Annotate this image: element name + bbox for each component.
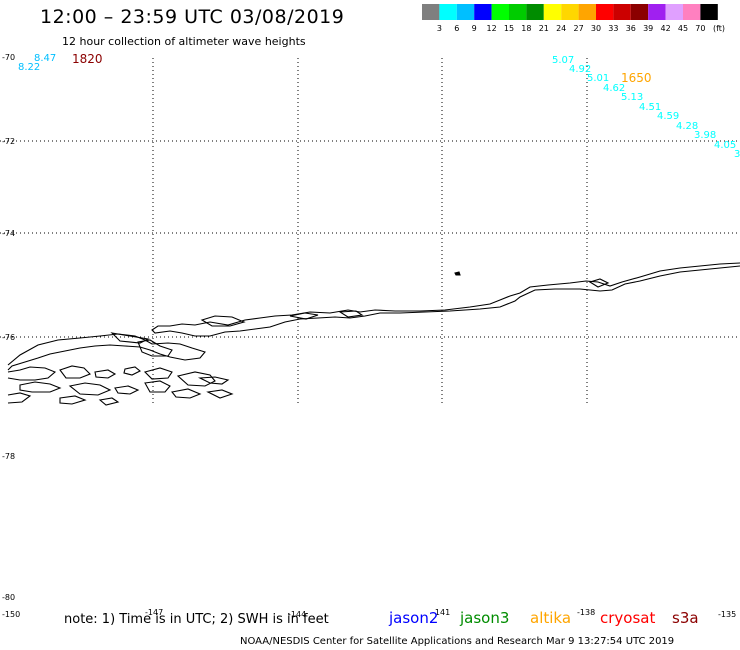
wave-height-label: 8.22: [18, 62, 40, 73]
footer-note: note: 1) Time is in UTC; 2) SWH is in fe…: [64, 612, 329, 627]
wave-height-label: 4.92: [569, 64, 591, 75]
latitude-labels: -70 -72 -74 -76 -78 -80: [2, 53, 15, 602]
color-legend: [422, 4, 718, 20]
legend-tick-label: 3: [437, 24, 442, 33]
time-label: 1820: [72, 52, 103, 66]
lat-label: -78: [2, 452, 15, 461]
credit-line: NOAA/NESDIS Center for Satellite Applica…: [240, 636, 675, 647]
lon-label: -135: [718, 610, 736, 619]
coastline: [7, 262, 740, 406]
legend-swatch: [439, 4, 457, 20]
legend-swatch: [578, 4, 596, 20]
lat-label: -70: [2, 53, 15, 62]
wave-height-label: 4.51: [639, 102, 661, 113]
legend-swatch: [630, 4, 649, 20]
legend-swatch: [543, 4, 562, 20]
wave-height-label: 3.98: [694, 130, 716, 141]
legend-tick-label: 42: [661, 24, 671, 33]
satellite-cryosat: cryosat: [600, 609, 656, 627]
legend-swatch: [474, 4, 492, 20]
legend-swatch: [596, 4, 614, 20]
legend-tick-label: 12: [487, 24, 497, 33]
legend-swatch: [683, 4, 701, 20]
legend-tick-label: 30: [591, 24, 601, 33]
lat-label: -76: [2, 333, 15, 342]
time-labels: 1820 1650: [72, 52, 652, 85]
legend-swatch: [665, 4, 683, 20]
legend-tick-label: 6: [454, 24, 459, 33]
legend-tick-label: 21: [539, 24, 549, 33]
wave-height-label: 5.01: [587, 73, 609, 84]
legend-swatch: [526, 4, 544, 20]
legend-swatch: [509, 4, 527, 20]
legend-tick-label: 39: [643, 24, 653, 33]
color-legend-labels: 3 6 9 12 15 18 21 24 27 30 33 36 39 42 45 70 (ft): [437, 24, 725, 33]
lon-label: -150: [2, 610, 20, 619]
map-subtitle: 12 hour collection of altimeter wave hei…: [62, 35, 306, 48]
legend-tick-label: 18: [521, 24, 531, 33]
map-title: 12:00 – 23:59 UTC 03/08/2019: [40, 6, 345, 28]
legend-swatch: [456, 4, 475, 20]
lon-label: -144: [288, 610, 306, 619]
legend-swatch: [648, 4, 666, 20]
lat-label: -80: [2, 593, 15, 602]
legend-tick-label: 9: [472, 24, 477, 33]
legend-swatch: [700, 4, 718, 20]
wave-height-label: 4.62: [603, 83, 625, 94]
legend-tick-label: 45: [678, 24, 688, 33]
wave-height-label: 8.47: [34, 53, 56, 64]
legend-tick-label: 27: [574, 24, 584, 33]
lon-label: -147: [145, 608, 163, 617]
satellite-altika: altika: [530, 609, 572, 627]
wave-height-label: 3: [734, 149, 740, 160]
lat-label: -72: [2, 137, 15, 146]
time-label: 1650: [621, 71, 652, 85]
legend-tick-label: 15: [504, 24, 514, 33]
legend-swatch: [491, 4, 509, 20]
wave-height-label: 5.07: [552, 55, 574, 66]
wave-height-label: 4.59: [657, 111, 679, 122]
wave-height-label: 4.05: [714, 140, 736, 151]
lon-label: -138: [577, 608, 595, 617]
wave-height-label: 4.28: [676, 121, 698, 132]
satellite-s3a: s3a: [672, 609, 699, 627]
legend-tick-label: 36: [626, 24, 636, 33]
wave-height-values: 8.47 8.22 5.07 4.92 5.01 4.62 5.13 4.51 …: [18, 53, 740, 160]
legend-swatch: [613, 4, 631, 20]
satellite-jason2: jason2: [389, 609, 439, 627]
grid: [0, 58, 740, 405]
legend-tick-label: 24: [556, 24, 566, 33]
lat-label: -74: [2, 229, 15, 238]
longitude-labels: -150 -147 -144 -141 -138 -135: [2, 608, 736, 619]
legend-tick-label: 33: [608, 24, 618, 33]
legend-swatch: [422, 4, 440, 20]
satellite-jason3: jason3: [460, 609, 510, 627]
legend-unit-label: (ft): [713, 24, 725, 33]
legend-tick-label: 70: [695, 24, 705, 33]
wave-height-label: 5.13: [621, 92, 643, 103]
lon-label: -141: [432, 608, 450, 617]
legend-swatch: [561, 4, 579, 20]
